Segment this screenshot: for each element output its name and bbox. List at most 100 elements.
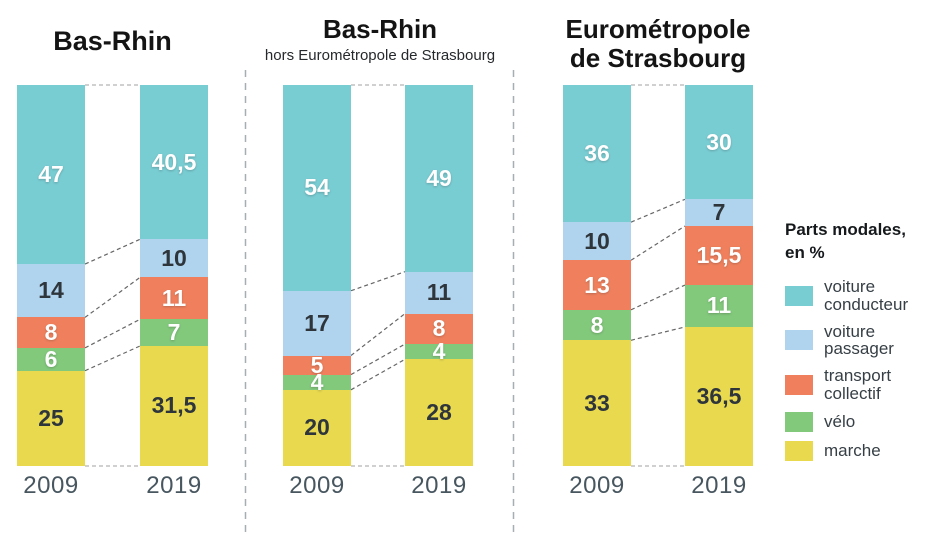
bar-segment-marche: 36,5 (685, 326, 753, 466)
segment-value: 25 (38, 404, 64, 431)
legend-swatch-marche (785, 440, 813, 461)
segment-value: 36,5 (696, 382, 742, 409)
bar-segment-velo: 4 (283, 370, 351, 393)
bar-segment-velo: 8 (563, 309, 631, 341)
legend-title-line2: en % (785, 242, 825, 262)
year-label: 2009 (289, 472, 345, 499)
bar-segment-voiture-passager: 14 (17, 264, 85, 318)
legend-item-voiture-conducteur: voiture conducteur (785, 278, 929, 314)
segment-value: 11 (161, 284, 187, 311)
legend-item-label: vélo (824, 412, 856, 432)
group-title-eurometropole-de-strasbourg: Eurométropole de Strasbourg (565, 14, 751, 73)
year-label: 2019 (146, 472, 202, 499)
segment-value: 47 (38, 161, 64, 188)
segment-value: 4 (310, 368, 324, 395)
year-label: 2019 (691, 472, 747, 499)
stacked-bar-2009: 47 14 8 6 25 (17, 85, 85, 466)
segment-connector-line (630, 326, 686, 341)
segment-connector-line (84, 238, 141, 265)
segment-value: 8 (432, 315, 446, 342)
bar-segment-velo: 4 (405, 340, 473, 363)
legend-item-label: voiture conducteur (824, 276, 909, 314)
segment-value: 8 (590, 311, 604, 338)
segment-value: 36 (584, 140, 610, 167)
stacked-bar-2019: 49 11 8 4 28 (405, 85, 473, 466)
year-label: 2009 (23, 472, 79, 499)
legend-swatch-voiture-conducteur (785, 285, 813, 306)
bar-segment-transport-collectif: 11 (140, 277, 208, 320)
bar-segment-marche: 33 (563, 340, 631, 466)
segment-value: 10 (584, 227, 610, 254)
year-label: 2019 (411, 472, 467, 499)
bar-segment-voiture-passager: 10 (140, 239, 208, 278)
segment-value: 13 (584, 271, 610, 298)
stacked-bar-2019: 40,5 10 11 7 31,5 (140, 85, 208, 466)
segment-value: 40,5 (151, 148, 197, 175)
segment-connector-line (350, 271, 406, 292)
segment-value: 10 (161, 244, 187, 271)
legend-item-label: marche (824, 441, 881, 461)
group-title-bas-rhin: Bas-Rhin (53, 26, 172, 56)
segment-value: 6 (44, 345, 58, 372)
segment-value: 5 (310, 351, 324, 378)
legend-item-transport-collectif: transport collectif (785, 367, 929, 403)
segment-value: 7 (712, 199, 726, 226)
group-title-bas-rhin-hors-ems: Bas-Rhin (322, 14, 438, 44)
bar-segment-transport-collectif: 8 (17, 317, 85, 348)
segment-value: 20 (304, 414, 330, 441)
legend: Parts modales, en % voiture conducteur vo… (785, 219, 929, 461)
bar-segment-voiture-passager: 17 (283, 290, 351, 356)
bar-segment-voiture-conducteur: 30 (685, 85, 753, 200)
legend-item-label: voiture passager (824, 321, 894, 359)
segment-value: 15,5 (696, 242, 742, 268)
bar-segment-voiture-conducteur: 54 (283, 85, 351, 291)
legend-swatch-voiture-passager (785, 330, 813, 351)
legend-item-velo: vélo (785, 411, 929, 432)
bar-segment-voiture-conducteur: 40,5 (140, 85, 208, 240)
segment-connector-line (84, 318, 141, 349)
bar-segment-marche: 25 (17, 370, 85, 466)
segment-value: 33 (584, 389, 610, 416)
legend-swatch-velo (785, 411, 813, 432)
segment-value: 49 (426, 164, 452, 191)
year-label: 2009 (569, 472, 625, 499)
bar-segment-voiture-passager: 11 (405, 271, 473, 314)
group-subtitle-hors-eurometropole: hors Eurométropole de Strasbourg (264, 47, 496, 64)
legend-item-label: transport collectif (824, 366, 892, 404)
bar-segment-voiture-passager: 7 (685, 199, 753, 226)
legend-item-voiture-passager: voiture passager (785, 321, 929, 359)
segment-value: 31,5 (151, 392, 197, 419)
stacked-bar-2019: 30 7 15,5 11 36,5 (685, 85, 753, 466)
segment-connector-line (84, 345, 141, 372)
segment-value: 8 (44, 319, 58, 346)
segment-value: 4 (432, 338, 446, 365)
segment-value: 54 (304, 174, 330, 201)
bar-segment-marche: 31,5 (140, 345, 208, 466)
segment-value: 28 (426, 399, 452, 426)
segment-connector-line (630, 225, 686, 261)
segment-connector-line (350, 313, 406, 356)
bar-segment-transport-collectif: 8 (405, 313, 473, 345)
segment-value: 30 (706, 128, 732, 155)
segment-connector-line (350, 343, 406, 376)
segment-value: 11 (426, 279, 452, 306)
legend-title-line1: Parts modales, (785, 220, 906, 239)
bar-segment-voiture-conducteur: 47 (17, 85, 85, 265)
segment-connector-line (630, 198, 686, 223)
legend-item-marche: marche (785, 440, 929, 461)
legend-title: Parts modales, en % (785, 219, 929, 265)
bar-segment-transport-collectif: 15,5 (685, 225, 753, 286)
bar-segment-marche: 28 (405, 359, 473, 466)
legend-items: voiture conducteur voiture passager transp… (785, 278, 929, 461)
group-title-block-bas-rhin-hors-ems: Bas-Rhin hors Eurométropole de Strasbour… (246, 14, 514, 64)
bar-segment-velo: 11 (685, 285, 753, 327)
segment-value: 11 (706, 292, 732, 319)
bar-segment-velo: 6 (17, 345, 85, 372)
segment-value: 7 (167, 319, 181, 346)
segment-connector-line (630, 284, 686, 311)
bar-segment-transport-collectif: 13 (563, 260, 631, 310)
segment-value: 14 (38, 277, 64, 304)
stacked-bar-2009: 54 17 5 4 20 (283, 85, 351, 466)
bar-segment-voiture-conducteur: 36 (563, 85, 631, 223)
